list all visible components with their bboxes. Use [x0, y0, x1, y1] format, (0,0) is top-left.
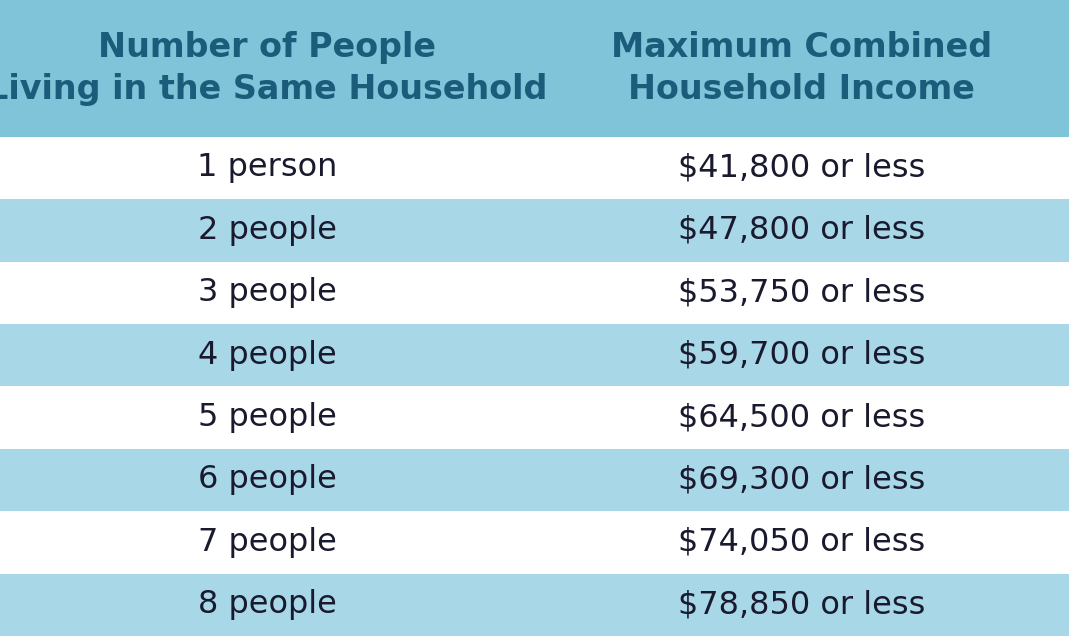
Text: $59,700 or less: $59,700 or less — [678, 340, 926, 371]
Bar — [0, 0, 1069, 137]
Text: Maximum Combined
Household Income: Maximum Combined Household Income — [611, 31, 992, 106]
Bar — [0, 324, 1069, 386]
Text: 5 people: 5 people — [198, 402, 337, 433]
Bar — [0, 511, 1069, 574]
Bar — [0, 574, 1069, 636]
Text: $41,800 or less: $41,800 or less — [678, 153, 926, 183]
Text: 4 people: 4 people — [198, 340, 337, 371]
Bar — [0, 449, 1069, 511]
Bar — [0, 199, 1069, 261]
Text: 8 people: 8 people — [198, 590, 337, 620]
Text: $69,300 or less: $69,300 or less — [678, 464, 926, 495]
Bar — [0, 137, 1069, 199]
Text: $78,850 or less: $78,850 or less — [678, 590, 926, 620]
Text: 1 person: 1 person — [197, 153, 338, 183]
Text: 2 people: 2 people — [198, 215, 337, 246]
Text: 3 people: 3 people — [198, 277, 337, 308]
Text: 7 people: 7 people — [198, 527, 337, 558]
Text: $47,800 or less: $47,800 or less — [678, 215, 926, 246]
Bar — [0, 261, 1069, 324]
Text: Number of People
Living in the Same Household: Number of People Living in the Same Hous… — [0, 31, 547, 106]
Bar — [0, 386, 1069, 449]
Text: 6 people: 6 people — [198, 464, 337, 495]
Text: $53,750 or less: $53,750 or less — [678, 277, 926, 308]
Text: $74,050 or less: $74,050 or less — [678, 527, 926, 558]
Text: $64,500 or less: $64,500 or less — [678, 402, 926, 433]
